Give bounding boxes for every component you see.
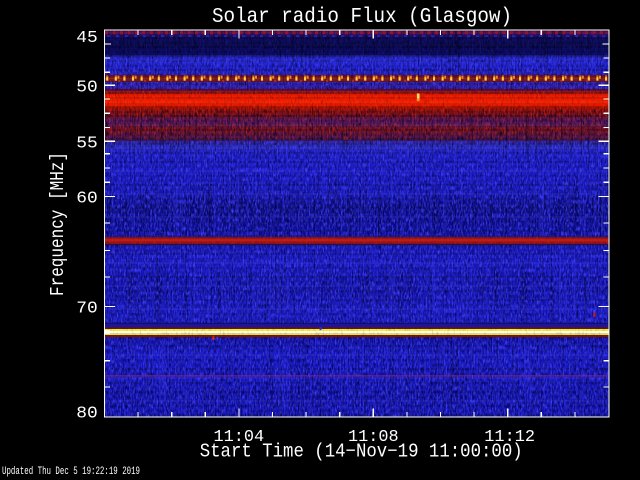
svg-text:11:08: 11:08 xyxy=(348,428,399,447)
svg-text:45: 45 xyxy=(76,29,98,48)
svg-text:11:12: 11:12 xyxy=(484,428,535,447)
svg-text:80: 80 xyxy=(76,404,98,423)
svg-text:60: 60 xyxy=(76,190,98,209)
svg-text:11:04: 11:04 xyxy=(214,428,265,447)
svg-text:Start Time (14−Nov−19 11:00:00: Start Time (14−Nov−19 11:00:00) xyxy=(200,441,523,463)
svg-text:Frequency [MHz]: Frequency [MHz] xyxy=(47,152,69,296)
svg-text:Updated Thu Dec 5 19:22:19 20: Updated Thu Dec 5 19:22:19 2019 xyxy=(2,466,140,478)
svg-text:Solar radio Flux (Glasgow): Solar radio Flux (Glasgow) xyxy=(212,6,512,29)
svg-text:70: 70 xyxy=(76,300,98,319)
svg-text:50: 50 xyxy=(76,79,98,98)
svg-text:55: 55 xyxy=(76,134,98,153)
